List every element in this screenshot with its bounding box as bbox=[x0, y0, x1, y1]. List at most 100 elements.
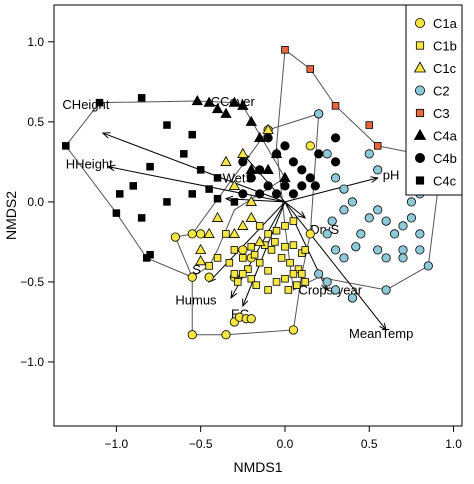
data-point bbox=[213, 174, 222, 182]
vector-arrow bbox=[284, 178, 378, 203]
data-point bbox=[281, 274, 289, 283]
data-point bbox=[272, 226, 281, 235]
data-point bbox=[279, 171, 291, 182]
data-point bbox=[237, 147, 249, 158]
data-point bbox=[255, 189, 265, 199]
data-point bbox=[281, 222, 289, 230]
legend-item: C1a bbox=[414, 16, 458, 31]
data-point bbox=[322, 149, 332, 159]
legend-item: C4b bbox=[414, 151, 457, 166]
data-point bbox=[373, 245, 383, 255]
x-axis: −1.0 −0.5 0.0 0.5 1.0 bbox=[105, 426, 462, 451]
data-point bbox=[288, 325, 299, 335]
data-point bbox=[330, 133, 341, 143]
x-tick-label: 0.0 bbox=[277, 437, 294, 451]
data-point bbox=[389, 229, 400, 239]
data-point bbox=[351, 242, 361, 252]
data-point bbox=[330, 285, 341, 295]
series-c4b bbox=[238, 133, 341, 199]
data-point bbox=[187, 229, 197, 239]
data-point bbox=[286, 258, 294, 267]
data-point bbox=[339, 184, 349, 194]
data-point bbox=[205, 262, 213, 270]
data-point bbox=[289, 270, 298, 278]
data-point bbox=[314, 269, 324, 279]
x-tick-label: −0.5 bbox=[189, 437, 213, 451]
data-point bbox=[297, 181, 307, 191]
data-point bbox=[137, 94, 146, 102]
legend-label: C4b bbox=[433, 151, 457, 166]
data-point bbox=[373, 205, 383, 215]
legend-label: C1b bbox=[433, 39, 457, 54]
legend-box bbox=[405, 4, 463, 196]
legend-label: C3 bbox=[433, 106, 450, 121]
data-point bbox=[288, 157, 299, 167]
data-point bbox=[255, 258, 264, 267]
data-point bbox=[255, 222, 264, 230]
legend-marker bbox=[414, 152, 425, 163]
legend-item: C1c bbox=[413, 61, 457, 76]
data-point bbox=[230, 198, 239, 206]
data-point bbox=[187, 330, 197, 340]
data-point bbox=[238, 189, 248, 199]
legend-label: C4c bbox=[433, 174, 457, 189]
data-point bbox=[95, 98, 104, 107]
data-point bbox=[301, 278, 309, 286]
data-point bbox=[272, 278, 281, 286]
legend-marker bbox=[415, 108, 425, 118]
data-point bbox=[281, 46, 289, 54]
data-point bbox=[347, 293, 358, 303]
data-point bbox=[398, 253, 408, 263]
x-tick-label: 1.0 bbox=[445, 437, 462, 451]
vector-arrow bbox=[243, 201, 286, 306]
data-point bbox=[220, 155, 232, 166]
legend-item: C3 bbox=[415, 106, 450, 121]
data-point bbox=[228, 227, 241, 238]
legend-item: C1b bbox=[415, 39, 457, 54]
data-point bbox=[297, 165, 307, 175]
data-point bbox=[301, 246, 309, 254]
data-point bbox=[238, 157, 248, 167]
data-point bbox=[142, 254, 151, 262]
data-point bbox=[247, 274, 256, 283]
vector-layer: CHeightHHeightCCoverWetSpHDrySSHumusECCr… bbox=[62, 94, 413, 341]
data-point bbox=[228, 96, 241, 107]
data-point bbox=[245, 195, 257, 206]
data-point bbox=[280, 181, 290, 191]
vector-arrow bbox=[284, 201, 386, 330]
data-point bbox=[247, 242, 256, 251]
data-point bbox=[263, 133, 273, 143]
vector-label: Crops/year bbox=[298, 283, 362, 298]
data-point bbox=[415, 245, 425, 255]
data-point bbox=[180, 150, 188, 158]
points-layer bbox=[62, 46, 447, 340]
y-axis: −1.0 −0.5 0.0 0.5 1.0 bbox=[20, 35, 54, 369]
data-point bbox=[163, 121, 171, 129]
legend-marker bbox=[415, 41, 425, 50]
data-point bbox=[254, 131, 266, 142]
data-point bbox=[245, 163, 257, 174]
vector-arrow bbox=[209, 201, 286, 282]
data-point bbox=[115, 190, 124, 198]
data-point bbox=[213, 194, 222, 203]
vector-label: Humus bbox=[175, 292, 217, 307]
data-point bbox=[228, 179, 241, 190]
x-tick-label: 0.5 bbox=[361, 437, 378, 451]
data-point bbox=[330, 157, 341, 167]
legend-marker bbox=[414, 85, 425, 96]
data-point bbox=[398, 221, 408, 231]
data-point bbox=[263, 181, 273, 191]
legend-marker bbox=[413, 61, 427, 73]
legend-item: C4a bbox=[413, 129, 458, 144]
data-point bbox=[220, 107, 232, 118]
data-point bbox=[280, 141, 290, 151]
legend-label: C2 bbox=[433, 84, 450, 99]
data-point bbox=[170, 232, 180, 242]
data-point bbox=[239, 270, 247, 278]
data-point bbox=[365, 121, 374, 129]
data-point bbox=[195, 255, 207, 266]
vector-label: HHeight bbox=[66, 156, 113, 171]
data-point bbox=[195, 243, 207, 254]
data-point bbox=[250, 250, 259, 259]
